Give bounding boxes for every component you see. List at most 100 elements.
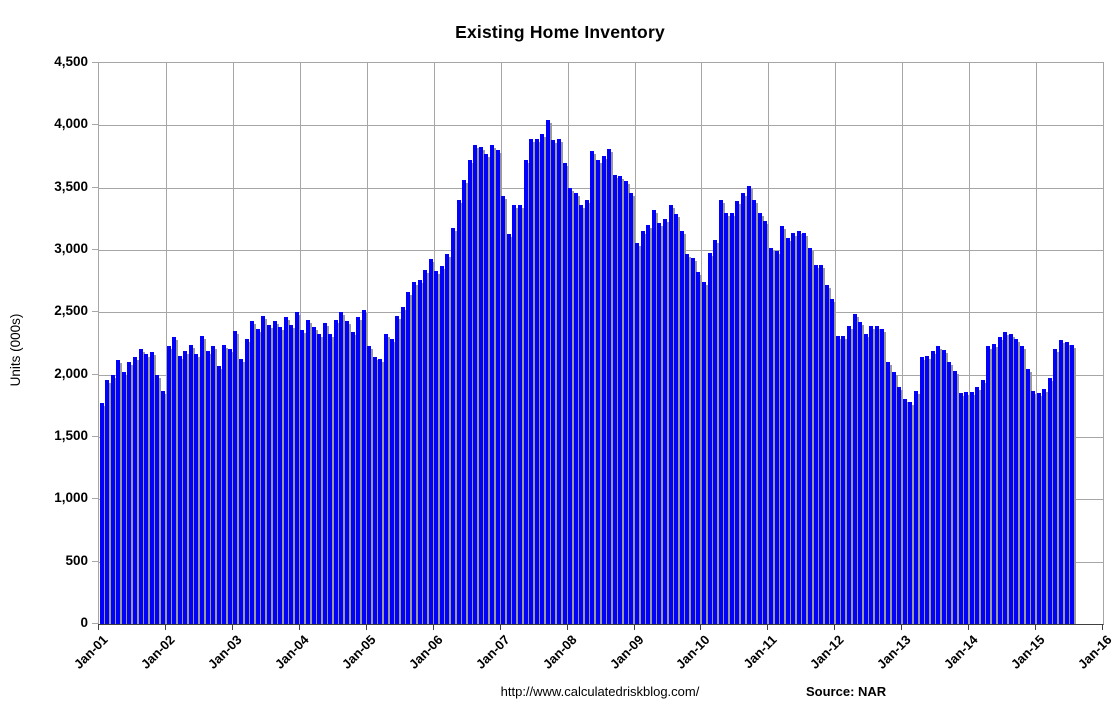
bar-2012-10 bbox=[886, 362, 891, 624]
bar-2012-02 bbox=[841, 336, 846, 624]
v-gridline-Jan-08 bbox=[567, 63, 569, 624]
bar-2001-10 bbox=[149, 352, 154, 624]
bar-2003-01 bbox=[233, 331, 238, 624]
bar-2006-07 bbox=[467, 160, 472, 624]
bar-2009-01 bbox=[635, 242, 640, 624]
bar-2007-10 bbox=[551, 140, 556, 624]
bar-2010-06 bbox=[729, 212, 734, 624]
bar-2013-11 bbox=[958, 393, 963, 624]
bar-2007-07 bbox=[534, 139, 539, 624]
x-tick-mark-Jan-15 bbox=[1035, 624, 1037, 630]
bar-2003-02 bbox=[239, 359, 244, 624]
y-tick-mark-500 bbox=[92, 560, 98, 562]
y-tick-mark-4,000 bbox=[92, 124, 98, 126]
bar-2011-08 bbox=[807, 248, 812, 624]
bar-2004-10 bbox=[350, 332, 355, 624]
v-gridline-Jan-10 bbox=[701, 63, 703, 624]
bar-2015-06 bbox=[1064, 342, 1069, 624]
bar-2014-05 bbox=[992, 343, 997, 624]
bar-2010-08 bbox=[741, 192, 746, 624]
bar-2005-06 bbox=[395, 316, 400, 624]
bar-2005-01 bbox=[367, 346, 372, 624]
y-tick-label-3,500: 3,500 bbox=[54, 178, 88, 194]
bar-2002-05 bbox=[188, 344, 193, 624]
bar-2008-04 bbox=[584, 200, 589, 624]
v-gridline-Jan-11 bbox=[768, 63, 770, 624]
bar-2005-03 bbox=[378, 358, 383, 624]
bar-2005-05 bbox=[389, 339, 394, 624]
y-tick-mark-2,500 bbox=[92, 311, 98, 313]
bar-2005-04 bbox=[384, 334, 389, 624]
bar-2010-12 bbox=[763, 221, 768, 624]
bar-2013-10 bbox=[953, 370, 957, 624]
bar-2005-10 bbox=[417, 279, 422, 624]
bar-2005-02 bbox=[372, 357, 377, 624]
bar-2013-07 bbox=[936, 346, 941, 624]
bar-2015-07 bbox=[1070, 344, 1075, 624]
x-tick-mark-Jan-07 bbox=[499, 624, 501, 630]
bar-2004-05 bbox=[322, 322, 327, 624]
bar-2014-02 bbox=[975, 387, 980, 624]
bar-2004-08 bbox=[339, 312, 344, 624]
bar-2010-01 bbox=[702, 282, 706, 624]
h-gridline-3500 bbox=[99, 187, 1103, 189]
bar-2008-02 bbox=[573, 192, 578, 624]
y-tick-mark-1,000 bbox=[92, 498, 98, 500]
bar-2004-12 bbox=[361, 309, 366, 624]
x-tick-mark-Jan-16 bbox=[1102, 624, 1103, 630]
bar-2010-11 bbox=[757, 212, 762, 624]
bar-2002-11 bbox=[222, 344, 227, 624]
bar-2009-03 bbox=[646, 225, 651, 624]
bar-2015-04 bbox=[1053, 348, 1058, 624]
bar-2001-03 bbox=[110, 374, 115, 624]
bar-2005-11 bbox=[423, 269, 428, 624]
bar-2012-05 bbox=[858, 321, 863, 624]
bar-2006-12 bbox=[495, 150, 500, 624]
v-gridline-Jan-09 bbox=[634, 63, 636, 624]
bar-2001-08 bbox=[138, 348, 143, 624]
bar-2014-01 bbox=[969, 391, 974, 624]
bar-2006-11 bbox=[490, 144, 495, 624]
bar-2002-07 bbox=[200, 336, 204, 624]
bar-2015-01 bbox=[1036, 393, 1041, 624]
bar-2012-12 bbox=[897, 386, 902, 624]
bar-2006-10 bbox=[484, 154, 489, 624]
y-tick-mark-3,000 bbox=[92, 249, 98, 250]
bar-2015-02 bbox=[1042, 389, 1047, 624]
bar-2008-07 bbox=[601, 155, 606, 624]
bar-2012-04 bbox=[852, 313, 857, 624]
bar-2011-10 bbox=[819, 265, 824, 624]
bar-2008-06 bbox=[596, 160, 601, 624]
bar-2005-08 bbox=[406, 291, 411, 624]
y-tick-label-0: 0 bbox=[80, 615, 88, 630]
bar-2006-09 bbox=[478, 146, 483, 624]
bar-2006-03 bbox=[445, 254, 450, 624]
bar-2009-10 bbox=[685, 254, 690, 624]
bar-2013-03 bbox=[913, 390, 918, 624]
bar-2008-08 bbox=[607, 149, 612, 624]
bar-2005-12 bbox=[428, 259, 433, 624]
bar-2002-09 bbox=[211, 346, 216, 624]
x-tick-mark-Jan-02 bbox=[164, 624, 166, 630]
bar-2002-04 bbox=[183, 351, 188, 624]
bar-2014-04 bbox=[986, 346, 991, 624]
bar-2003-08 bbox=[272, 321, 277, 624]
bar-2003-05 bbox=[255, 328, 260, 624]
bar-2013-05 bbox=[925, 356, 930, 624]
bar-2012-11 bbox=[891, 371, 896, 624]
bar-2010-10 bbox=[752, 200, 757, 624]
footer-source: Source: NAR bbox=[806, 684, 887, 699]
x-tick-mark-Jan-11 bbox=[767, 624, 769, 630]
chart-title: Existing Home Inventory bbox=[455, 22, 665, 42]
bar-2003-04 bbox=[250, 321, 255, 624]
x-tick-mark-Jan-09 bbox=[633, 624, 635, 630]
v-gridline-Jan-13 bbox=[902, 63, 904, 624]
bar-2009-04 bbox=[651, 210, 656, 624]
bar-2006-02 bbox=[439, 266, 444, 624]
bar-2013-12 bbox=[964, 391, 969, 624]
bar-2003-10 bbox=[283, 316, 288, 624]
bar-2008-05 bbox=[590, 150, 595, 624]
bar-2006-08 bbox=[473, 144, 478, 624]
y-axis-title: Units (000s) bbox=[8, 313, 23, 387]
bar-2011-09 bbox=[813, 265, 818, 624]
